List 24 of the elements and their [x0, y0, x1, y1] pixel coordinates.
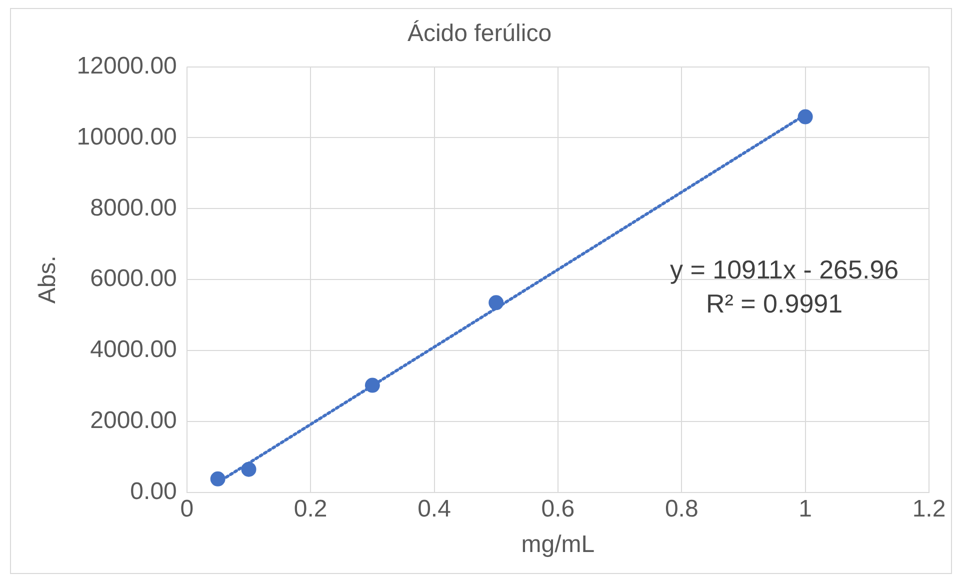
y-tick-label: 8000.00 — [90, 194, 177, 222]
y-tick-label: 6000.00 — [90, 265, 177, 292]
chart-title: Ácido ferúlico — [407, 20, 552, 48]
y-tick-label: 2000.00 — [90, 407, 177, 434]
point — [241, 462, 256, 477]
annotation: R² = 0.9991 — [706, 288, 843, 318]
point — [488, 295, 504, 310]
x-tick-label: 0.6 — [541, 495, 575, 522]
x-tick-label: 1 — [798, 495, 812, 522]
x-tick-label: 0.2 — [294, 495, 328, 522]
x-tick-label: 1.2 — [912, 495, 946, 522]
point — [798, 109, 813, 124]
x-tick-label: 0.8 — [664, 495, 698, 522]
x-tick-label: 0 — [180, 495, 194, 522]
x-axis-title: mg/mL — [521, 531, 595, 558]
y-axis-title: Abs. — [34, 256, 62, 304]
y-tick-label: 4000.00 — [90, 336, 177, 364]
annotation: y = 10911x - 265.96 — [670, 254, 899, 284]
y-tick-label: 10000.00 — [76, 123, 177, 150]
y-tick-label: 0.00 — [130, 478, 177, 506]
y-tick-label: 12000.00 — [76, 52, 177, 80]
point — [210, 471, 226, 486]
x-tick-label: 0.4 — [418, 495, 451, 522]
point — [364, 378, 380, 393]
